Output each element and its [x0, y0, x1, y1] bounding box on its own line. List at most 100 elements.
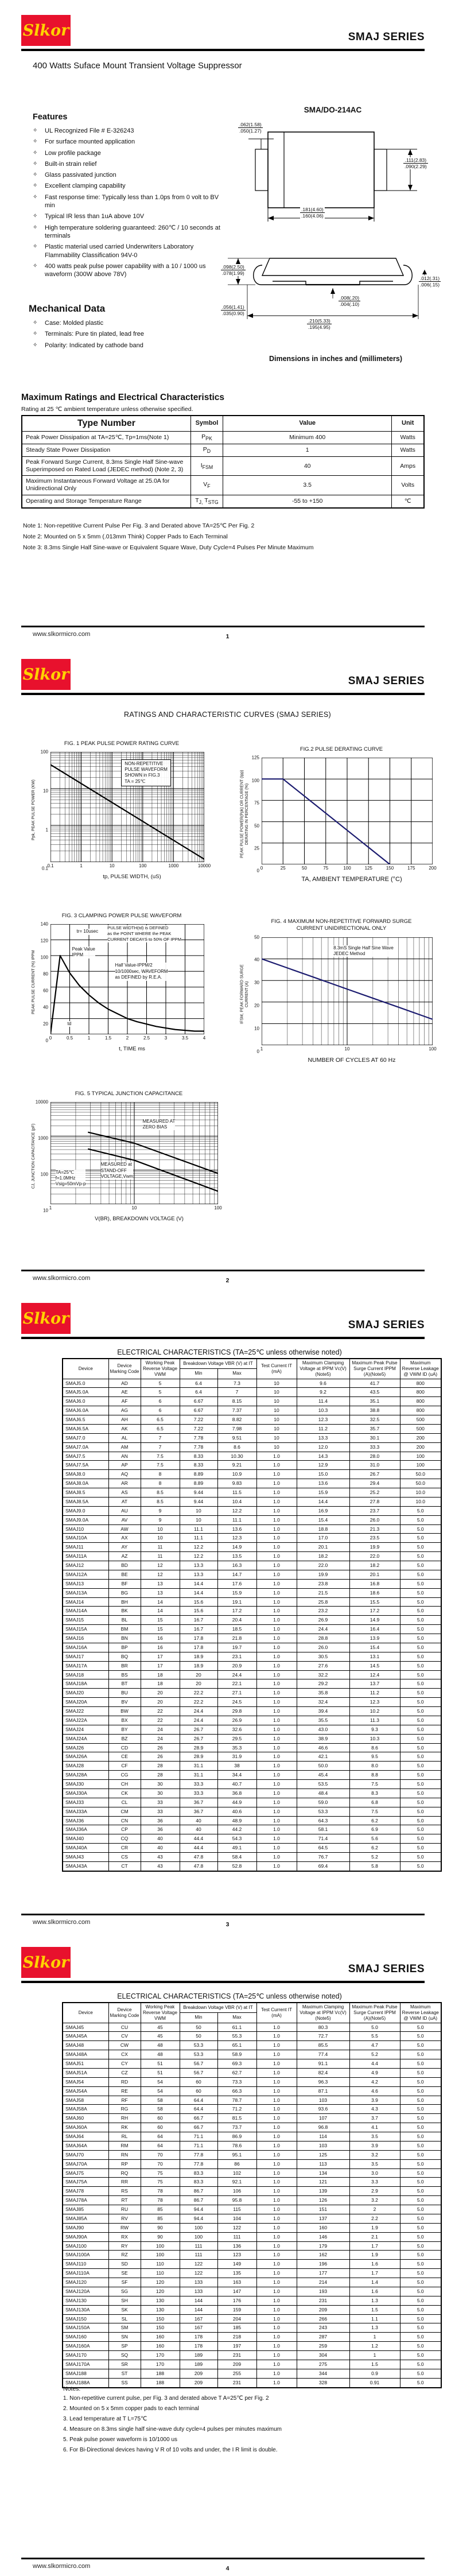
table-cell: 5.0	[399, 2377, 442, 2388]
table-row: SMAJ188 ST 188 209 255 1.0 344 0.9 5.0	[62, 2368, 442, 2379]
page-2: Slkor SMAJ SERIES RATINGS AND CHARACTERI…	[0, 644, 455, 1288]
table-cell: 1.0	[256, 1506, 297, 1516]
diamond-bullet-icon: ✧	[33, 224, 38, 231]
table-cell: 44.4	[179, 1843, 218, 1853]
page-3: Slkor SMAJ SERIES ELECTRICAL CHARACTERIS…	[0, 1288, 455, 1932]
table-cell: 29.4	[349, 1479, 400, 1489]
table-cell: 5.0	[399, 2040, 442, 2051]
table-cell: SMAJ150A	[62, 2323, 109, 2333]
elec-subheader-row: Min Max	[63, 1368, 441, 1379]
y-tick-label: 40	[43, 1004, 48, 1010]
table-cell: SMAJ18	[62, 1670, 109, 1680]
table-cell: 1.0	[256, 1578, 297, 1589]
table-cell: 1.0	[256, 1488, 297, 1498]
table-cell: 20	[179, 1679, 218, 1689]
table-cell: SMAJ17	[62, 1651, 109, 1662]
table-cell: 3.9	[349, 2095, 400, 2105]
table-cell: SMAJ120	[62, 2278, 109, 2287]
table-cell: 13.5	[217, 1551, 257, 1562]
fig2-y-ticks: 0 25 50 75 100 125	[248, 755, 262, 874]
table-cell: 7	[140, 1442, 180, 1452]
website-link[interactable]: www.slkormicro.com	[33, 1919, 91, 1926]
website-link[interactable]: www.slkormicro.com	[33, 2563, 91, 2570]
table-cell: 35.8	[296, 1688, 350, 1698]
series-title: SMAJ SERIES	[348, 675, 425, 687]
table-row: SMAJ78A RT 78 86.7 95.8 1.0 126 3.2 5.0	[62, 2195, 442, 2206]
table-cell: 5.0	[399, 1551, 442, 1562]
x-tick-label: 50	[302, 866, 307, 871]
table-cell: 54	[140, 2086, 180, 2096]
fig5-plot	[50, 1102, 218, 1205]
table-cell: 189	[179, 2359, 218, 2369]
table-cell: 5	[140, 1378, 180, 1388]
table-cell: 6.4	[179, 1378, 218, 1388]
col-header-clamping-voltage: Maximum Clamping Voltage at IPPM Vc(V) (…	[296, 1358, 350, 1379]
table-cell: 7	[140, 1433, 180, 1443]
table-cell: 5.0	[399, 2341, 442, 2352]
table-cell: 48	[140, 2040, 180, 2051]
table-cell: 18.2	[349, 1561, 400, 1570]
table-cell: 22.2	[179, 1697, 218, 1708]
table-cell: AY	[108, 1542, 141, 1553]
table-cell: 5.0	[399, 1561, 442, 1570]
table-cell: 15	[140, 1615, 180, 1625]
table-cell: 75	[140, 2177, 180, 2187]
table-cell: 22.1	[217, 1679, 257, 1689]
table-cell: SMAJ48A	[62, 2050, 109, 2060]
series-pulse-waveform	[50, 956, 204, 1034]
table-cell: 5.0	[399, 1542, 442, 1553]
table-cell: 60	[179, 2086, 218, 2096]
table-row: SMAJ17 BQ 17 18.9 23.1 1.0 30.5 13.1 5.0	[62, 1651, 442, 1662]
y-tick-label: 0.1	[41, 866, 48, 871]
table-cell: 24.4	[179, 1715, 218, 1725]
table-cell: AX	[108, 1533, 141, 1543]
table-cell: CQ	[108, 1834, 141, 1844]
table-cell: 21.3	[349, 1524, 400, 1534]
table-cell: SMAJ14A	[62, 1606, 109, 1616]
table-cell: SMAJ22A	[62, 1715, 109, 1725]
table-cell: 29.2	[296, 1679, 350, 1689]
table-cell: SMAJ12	[62, 1561, 109, 1570]
table-cell: 80.3	[296, 2022, 350, 2032]
table-cell: 22	[140, 1706, 180, 1716]
table-row: SMAJ33 CL 33 36.7 44.9 1.0 59.0 6.8 5.0	[62, 1797, 442, 1807]
table-cell: BK	[108, 1606, 141, 1616]
table-cell: 150	[140, 2314, 180, 2324]
table-cell: 24.4	[179, 1706, 218, 1716]
x-tick-label: 10000	[197, 863, 211, 869]
table-cell: 20	[140, 1688, 180, 1698]
table-cell: 6	[140, 1406, 180, 1416]
table-cell: 27.8	[349, 1496, 400, 1507]
fig4-annotation: 8.3mS Single Half Sine Wave JEDEC Method	[333, 945, 394, 957]
table-cell: 35.3	[217, 1743, 257, 1753]
website-link[interactable]: www.slkormicro.com	[33, 631, 91, 638]
table-cell: 82.4	[296, 2067, 350, 2078]
table-cell: 11	[140, 1551, 180, 1562]
table-cell: 85	[140, 2213, 180, 2224]
table-cell: 76.7	[296, 1852, 350, 1862]
table-cell: SMAJ13A	[62, 1588, 109, 1598]
table-cell: 13.3	[179, 1569, 218, 1580]
table-cell: 500	[399, 1423, 442, 1434]
table-row: SMAJ58A RG 58 64.4 71.2 1.0 93.6 4.3 5.0	[62, 2104, 442, 2115]
table-cell: 5.0	[399, 1569, 442, 1580]
table-row: SMAJ43A CT 43 47.8 52.8 1.0 69.4 5.8 5.0	[62, 1861, 442, 1872]
table-cell: 1.0	[256, 2186, 297, 2197]
table-cell: 28	[140, 1761, 180, 1771]
table-row: SMAJ48 CW 48 53.3 65.1 1.0 85.5 4.7 5.0	[62, 2040, 442, 2051]
website-link[interactable]: www.slkormicro.com	[33, 1275, 91, 1282]
table-row: SMAJ18 BS 18 20 24.4 1.0 32.2 12.4 5.0	[62, 1670, 442, 1680]
table-row: SMAJ12A BE 12 13.3 14.7 1.0 19.9 20.1 5.0	[62, 1569, 442, 1580]
table-cell: 58.9	[217, 2050, 257, 2060]
table-cell: 5.0	[399, 2059, 442, 2069]
table-cell: 10	[179, 1515, 218, 1525]
table-cell: 1.6	[349, 2286, 400, 2296]
table-cell: 5.0	[399, 2150, 442, 2160]
table-cell: 13	[140, 1588, 180, 1598]
table-cell: 4.4	[349, 2059, 400, 2069]
package-side-view-outline	[228, 258, 427, 319]
table-cell: SMAJ13	[62, 1578, 109, 1589]
table-cell: 18	[140, 1679, 180, 1689]
table-cell: 20	[179, 1670, 218, 1680]
table-cell: 10	[256, 1433, 297, 1443]
